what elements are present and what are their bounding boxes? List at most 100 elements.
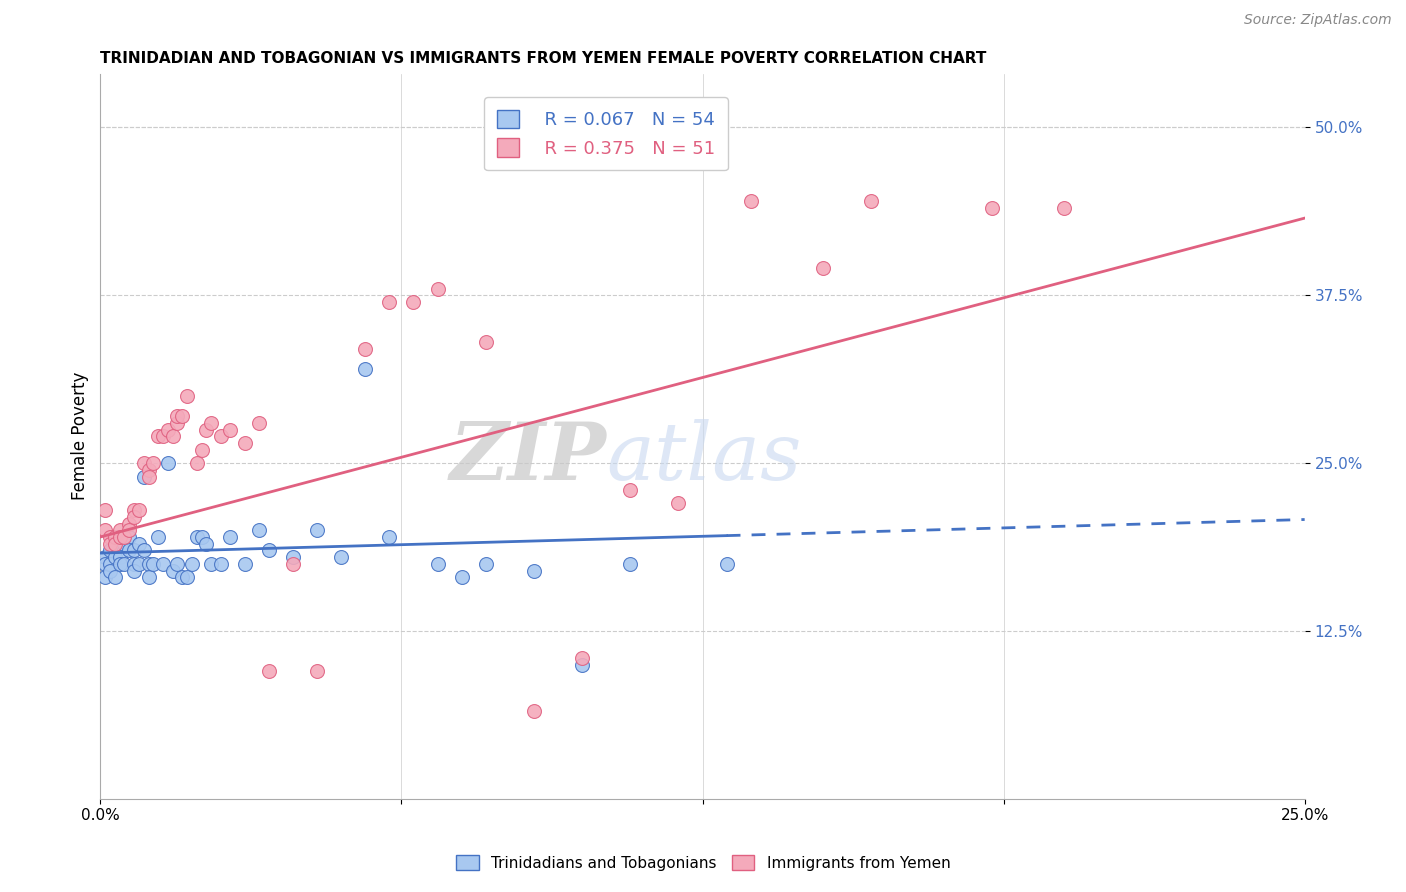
Point: [209, 557, 232, 571]
Text: Source: ZipAtlas.com: Source: ZipAtlas.com: [1244, 13, 1392, 28]
Text: ZIP: ZIP: [450, 419, 606, 497]
Point: [132, 543, 155, 558]
Point: [180, 557, 202, 571]
Point: [104, 550, 127, 565]
Point: [247, 523, 270, 537]
Point: [104, 537, 127, 551]
Point: [619, 557, 641, 571]
Legend:   R = 0.067   N = 54,   R = 0.375   N = 51: R = 0.067 N = 54, R = 0.375 N = 51: [485, 97, 728, 170]
Point: [108, 530, 131, 544]
Point: [195, 423, 218, 437]
Point: [176, 389, 198, 403]
Point: [166, 409, 188, 424]
Point: [128, 557, 150, 571]
Point: [200, 416, 222, 430]
Point: [94, 557, 117, 571]
Point: [156, 456, 179, 470]
Point: [176, 570, 198, 584]
Point: [307, 523, 329, 537]
Point: [219, 423, 242, 437]
Point: [209, 429, 232, 443]
Point: [571, 650, 593, 665]
Point: [118, 530, 141, 544]
Point: [166, 416, 188, 430]
Point: [190, 530, 212, 544]
Point: [200, 557, 222, 571]
Point: [740, 194, 762, 209]
Point: [122, 509, 145, 524]
Point: [172, 409, 194, 424]
Point: [426, 282, 449, 296]
Point: [354, 362, 377, 376]
Point: [162, 564, 184, 578]
Point: [114, 557, 136, 571]
Point: [190, 442, 212, 457]
Point: [166, 557, 188, 571]
Text: atlas: atlas: [606, 419, 801, 497]
Point: [146, 530, 169, 544]
Point: [138, 557, 160, 571]
Point: [146, 429, 169, 443]
Point: [108, 550, 131, 565]
Point: [152, 557, 174, 571]
Point: [378, 530, 401, 544]
Point: [450, 570, 472, 584]
Point: [104, 530, 127, 544]
Point: [94, 503, 117, 517]
Point: [571, 657, 593, 672]
Point: [142, 557, 165, 571]
Point: [402, 295, 425, 310]
Point: [108, 557, 131, 571]
Point: [128, 503, 150, 517]
Point: [138, 469, 160, 483]
Point: [152, 429, 174, 443]
Point: [811, 261, 834, 276]
Point: [128, 537, 150, 551]
Point: [94, 550, 117, 565]
Point: [354, 342, 377, 356]
Point: [98, 537, 121, 551]
Point: [138, 570, 160, 584]
Point: [98, 564, 121, 578]
Point: [474, 335, 496, 350]
Point: [523, 705, 546, 719]
Point: [980, 201, 1002, 215]
Point: [219, 530, 242, 544]
Point: [156, 423, 179, 437]
Point: [132, 469, 155, 483]
Point: [122, 503, 145, 517]
Y-axis label: Female Poverty: Female Poverty: [72, 372, 89, 500]
Point: [233, 436, 256, 450]
Point: [94, 570, 117, 584]
Legend: Trinidadians and Tobagonians, Immigrants from Yemen: Trinidadians and Tobagonians, Immigrants…: [447, 846, 959, 880]
Point: [108, 523, 131, 537]
Point: [162, 429, 184, 443]
Point: [474, 557, 496, 571]
Text: TRINIDADIAN AND TOBAGONIAN VS IMMIGRANTS FROM YEMEN FEMALE POVERTY CORRELATION C: TRINIDADIAN AND TOBAGONIAN VS IMMIGRANTS…: [100, 51, 987, 66]
Point: [132, 456, 155, 470]
Point: [523, 564, 546, 578]
Point: [94, 523, 117, 537]
Point: [118, 523, 141, 537]
Point: [307, 664, 329, 678]
Point: [668, 496, 690, 510]
Point: [233, 557, 256, 571]
Point: [1053, 201, 1076, 215]
Point: [122, 543, 145, 558]
Point: [142, 456, 165, 470]
Point: [378, 295, 401, 310]
Point: [138, 463, 160, 477]
Point: [98, 543, 121, 558]
Point: [122, 557, 145, 571]
Point: [118, 516, 141, 531]
Point: [247, 416, 270, 430]
Point: [104, 530, 127, 544]
Point: [122, 564, 145, 578]
Point: [257, 664, 280, 678]
Point: [172, 570, 194, 584]
Point: [186, 456, 208, 470]
Point: [257, 543, 280, 558]
Point: [104, 570, 127, 584]
Point: [98, 557, 121, 571]
Point: [114, 530, 136, 544]
